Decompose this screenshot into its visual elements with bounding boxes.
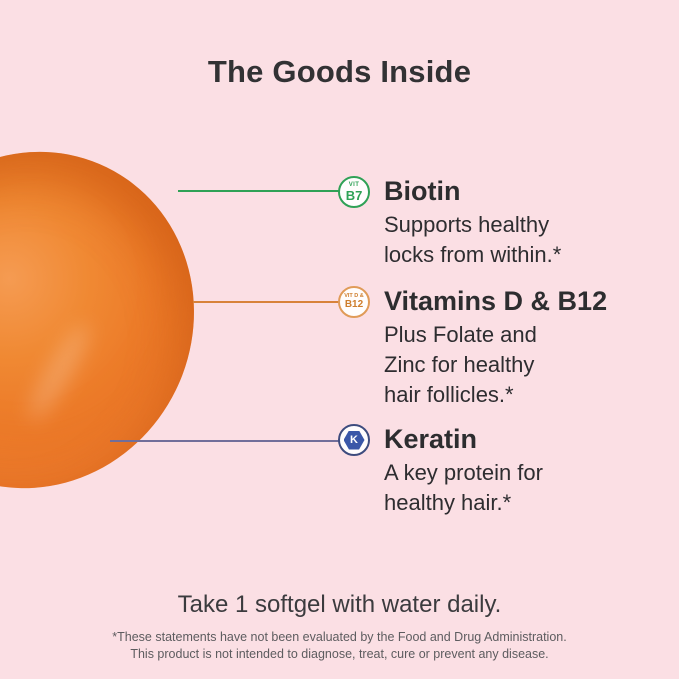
- callout-heading-vitamins: Vitamins D & B12: [384, 286, 608, 316]
- vitamin-d-b12-badge-icon: VIT D & B12: [338, 286, 370, 318]
- softgel-capsule-image: [0, 97, 251, 543]
- body-line: Plus Folate and: [384, 322, 537, 347]
- vitamin-b7-badge-icon: VIT B7: [338, 176, 370, 208]
- fda-disclaimer: *These statements have not been evaluate…: [0, 629, 679, 663]
- callout-body-vitamins: Plus Folate and Zinc for healthy hair fo…: [384, 320, 607, 410]
- callout-body-keratin: A key protein for healthy hair.*: [384, 458, 543, 518]
- callout-biotin: Biotin Supports healthy locks from withi…: [384, 174, 561, 270]
- disclaimer-line: *These statements have not been evaluate…: [112, 630, 567, 644]
- badge-label-b7: B7: [345, 188, 363, 203]
- keratin-hexagon-icon: K: [343, 430, 365, 450]
- callout-body-biotin: Supports healthy locks from within.*: [384, 210, 561, 270]
- callout-line-keratin: [110, 440, 339, 442]
- callout-vitamins: Vitamins D & B12 Plus Folate and Zinc fo…: [384, 284, 607, 410]
- capsule-highlight: [21, 318, 96, 426]
- badge-label-vit-d: VIT D &: [344, 292, 364, 299]
- page-title: The Goods Inside: [207, 54, 472, 89]
- callout-line-vitamins: [193, 301, 339, 303]
- callout-line-biotin: [178, 190, 339, 192]
- body-line: Zinc for healthy: [384, 352, 535, 377]
- body-line: Supports healthy: [384, 212, 550, 237]
- keratin-badge-icon: K: [338, 424, 370, 456]
- badge-label-vit: VIT: [348, 182, 360, 188]
- callout-heading-biotin: Biotin: [384, 176, 461, 206]
- callout-keratin: Keratin A key protein for healthy hair.*: [384, 422, 543, 518]
- badge-label-b12: B12: [344, 299, 364, 311]
- callout-heading-keratin: Keratin: [384, 424, 478, 454]
- badge-label-k: K: [350, 433, 358, 446]
- body-line: locks from within.*: [384, 242, 562, 267]
- body-line: A key protein for: [384, 460, 543, 485]
- dosage-instruction: Take 1 softgel with water daily.: [177, 591, 502, 618]
- body-line: healthy hair.*: [384, 490, 512, 515]
- body-line: hair follicles.*: [384, 382, 514, 407]
- disclaimer-line: This product is not intended to diagnose…: [130, 647, 549, 661]
